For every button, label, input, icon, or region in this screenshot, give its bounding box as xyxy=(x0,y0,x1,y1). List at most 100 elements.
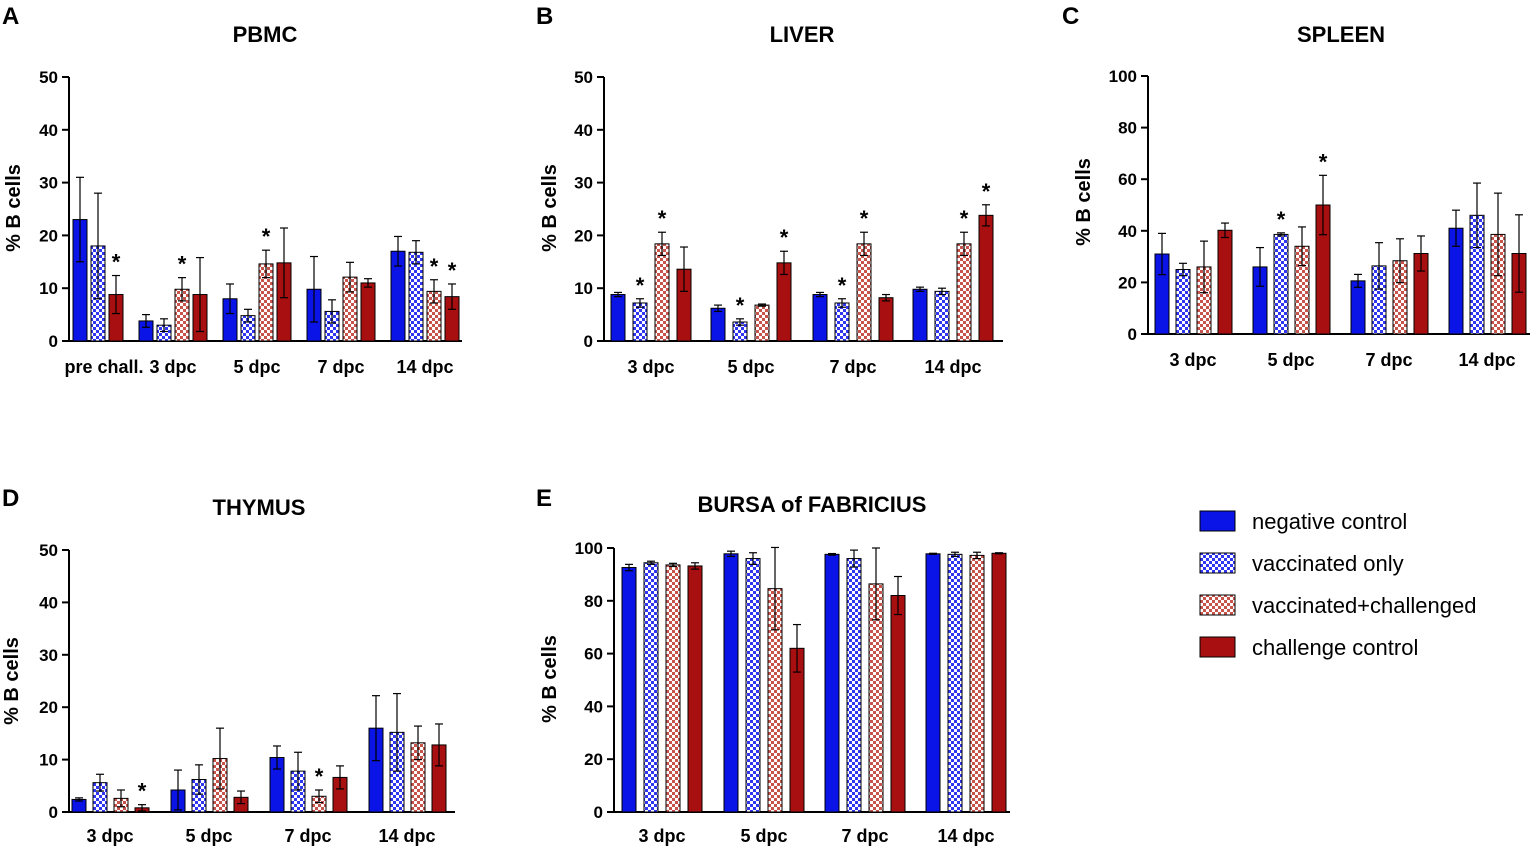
bar-e-7-dpc-negative-control xyxy=(824,553,840,813)
panel-letter-d: D xyxy=(2,485,19,512)
bar-b-3-dpc-vaccinated-challenged xyxy=(654,243,670,342)
panel-letter-a: A xyxy=(2,3,19,30)
significance-star-d-7-dpc-vaccinated-challenged: * xyxy=(315,764,324,789)
significance-star-c-5-dpc-challenge-control: * xyxy=(1319,149,1328,174)
y-tick-label-c-80: 80 xyxy=(1118,119,1137,138)
bar-e-5-dpc-challenge-control xyxy=(789,647,805,813)
significance-star-a-14-dpc-challenge-control: * xyxy=(448,258,457,283)
y-tick-label-a-20: 20 xyxy=(39,226,58,245)
panel-c: C SPLEEN % B cells 0 20 40 60 80 100 3 dpc 5 dp… xyxy=(1062,3,1530,370)
bar-b-7-dpc-negative-control xyxy=(812,294,828,342)
bar-e-7-dpc-challenge-control xyxy=(890,595,906,813)
y-tick-label-c-0: 0 xyxy=(1128,325,1137,344)
bar-b-5-dpc-negative-control xyxy=(710,307,726,342)
bar-e-3-dpc-negative-control xyxy=(621,567,637,813)
significance-star-c-5-dpc-vaccinated-only: * xyxy=(1277,207,1286,232)
y-tick-label-a-40: 40 xyxy=(39,121,58,140)
y-tick-label-c-40: 40 xyxy=(1118,222,1137,241)
y-tick-label-d-50: 50 xyxy=(39,541,58,560)
bar-b-14-dpc-negative-control xyxy=(912,288,928,342)
panel-title-d: THYMUS xyxy=(213,495,306,520)
panel-a: A PBMC % B cells 0 10 20 30 40 50 pre chall. 3 … xyxy=(2,3,462,377)
y-tick-label-d-30: 30 xyxy=(39,646,58,665)
y-tick-label-b-10: 10 xyxy=(574,279,593,298)
bar-e-14-dpc-negative-control xyxy=(925,553,941,813)
x-tick-label-d-14-dpc: 14 dpc xyxy=(378,826,435,846)
significance-star-a-pre-chall-challenge-control: * xyxy=(112,250,121,275)
x-tick-label-e-3-dpc: 3 dpc xyxy=(638,826,685,846)
x-tick-label-d-3-dpc: 3 dpc xyxy=(86,826,133,846)
bar-b-3-dpc-negative-control xyxy=(610,294,626,342)
panel-letter-b: B xyxy=(536,3,553,30)
bar-b-3-dpc-vaccinated-only xyxy=(632,302,648,342)
panel-title-e: BURSA of FABRICIUS xyxy=(698,492,927,517)
significance-star-b-14-dpc-challenge-control: * xyxy=(982,179,991,204)
y-tick-label-a-50: 50 xyxy=(39,68,58,87)
y-axis-label-a: % B cells xyxy=(3,164,25,252)
bar-e-5-dpc-negative-control xyxy=(723,553,739,813)
legend-swatch-vaccinated-challenged xyxy=(1199,594,1236,616)
panel-title-b: LIVER xyxy=(770,22,835,47)
bar-c-7-dpc-negative-control xyxy=(1350,280,1366,335)
bar-a-7-dpc-challenge-control xyxy=(360,282,376,342)
bar-b-7-dpc-challenge-control xyxy=(878,297,894,342)
bar-c-3-dpc-vaccinated-only xyxy=(1175,269,1191,335)
bar-c-3-dpc-challenge-control xyxy=(1217,229,1233,335)
bar-b-14-dpc-vaccinated-challenged xyxy=(956,243,972,342)
y-tick-label-d-20: 20 xyxy=(39,698,58,717)
bar-b-5-dpc-vaccinated-challenged xyxy=(754,304,770,342)
panel-letter-e: E xyxy=(536,485,552,512)
significance-star-b-5-dpc-challenge-control: * xyxy=(780,225,789,250)
panel-d: D THYMUS % B cells 0 10 20 30 40 50 3 dpc 5 dpc… xyxy=(1,485,455,846)
x-tick-label-a-7-dpc: 7 dpc xyxy=(317,357,364,377)
y-tick-label-a-0: 0 xyxy=(49,332,58,351)
bar-b-7-dpc-vaccinated-only xyxy=(834,302,850,342)
panel-title-c: SPLEEN xyxy=(1297,22,1385,47)
significance-star-b-7-dpc-vaccinated-only: * xyxy=(838,273,847,298)
legend-label-vaccinated-challenged: vaccinated+challenged xyxy=(1252,593,1476,618)
y-tick-label-b-0: 0 xyxy=(584,332,593,351)
x-tick-label-e-5-dpc: 5 dpc xyxy=(740,826,787,846)
bar-e-3-dpc-vaccinated-challenged xyxy=(665,564,681,813)
legend-swatch-negative-control xyxy=(1199,510,1236,532)
x-tick-label-a-3-dpc: 3 dpc xyxy=(149,357,196,377)
bar-e-7-dpc-vaccinated-only xyxy=(846,558,862,813)
x-tick-label-a-5-dpc: 5 dpc xyxy=(233,357,280,377)
bar-e-5-dpc-vaccinated-only xyxy=(745,558,761,813)
legend: negative control vaccinated only vaccina… xyxy=(1199,509,1476,660)
x-tick-label-b-7-dpc: 7 dpc xyxy=(829,357,876,377)
legend-label-vaccinated-only: vaccinated only xyxy=(1252,551,1404,576)
y-tick-label-e-80: 80 xyxy=(584,592,603,611)
significance-star-a-14-dpc-vaccinated-challenged: * xyxy=(430,254,439,279)
significance-star-a-5-dpc-vaccinated-challenged: * xyxy=(262,224,271,249)
y-tick-label-b-40: 40 xyxy=(574,121,593,140)
x-tick-label-e-14-dpc: 14 dpc xyxy=(937,826,994,846)
y-tick-label-c-60: 60 xyxy=(1118,170,1137,189)
x-tick-label-b-5-dpc: 5 dpc xyxy=(727,357,774,377)
panel-b: B LIVER % B cells 0 10 20 30 40 50 3 dpc 5 dpc 7… xyxy=(536,3,1003,377)
y-axis-label-b: % B cells xyxy=(539,164,561,252)
y-tick-label-d-10: 10 xyxy=(39,751,58,770)
y-tick-label-a-30: 30 xyxy=(39,174,58,193)
y-tick-label-e-60: 60 xyxy=(584,645,603,664)
significance-star-a-3-dpc-vaccinated-challenged: * xyxy=(178,252,187,277)
y-tick-label-e-20: 20 xyxy=(584,750,603,769)
bar-e-3-dpc-challenge-control xyxy=(687,565,703,813)
y-axis-label-e: % B cells xyxy=(539,635,561,723)
y-axis-label-d: % B cells xyxy=(1,637,23,725)
x-tick-label-e-7-dpc: 7 dpc xyxy=(841,826,888,846)
y-tick-label-e-0: 0 xyxy=(594,803,603,822)
legend-label-negative-control: negative control xyxy=(1252,509,1407,534)
y-axis-label-c: % B cells xyxy=(1073,158,1095,246)
y-tick-label-e-100: 100 xyxy=(575,539,603,558)
bar-b-7-dpc-vaccinated-challenged xyxy=(856,243,872,342)
significance-star-b-7-dpc-vaccinated-challenged: * xyxy=(860,206,869,231)
panel-e: E BURSA of FABRICIUS % B cells 0 20 40 60 80… xyxy=(536,485,1010,846)
panel-letter-c: C xyxy=(1062,3,1079,30)
significance-star-d-3-dpc-challenge-control: * xyxy=(138,779,147,804)
y-tick-label-b-20: 20 xyxy=(574,226,593,245)
bar-b-14-dpc-challenge-control xyxy=(978,214,994,342)
bar-a-14-dpc-vaccinated-only xyxy=(408,251,424,342)
